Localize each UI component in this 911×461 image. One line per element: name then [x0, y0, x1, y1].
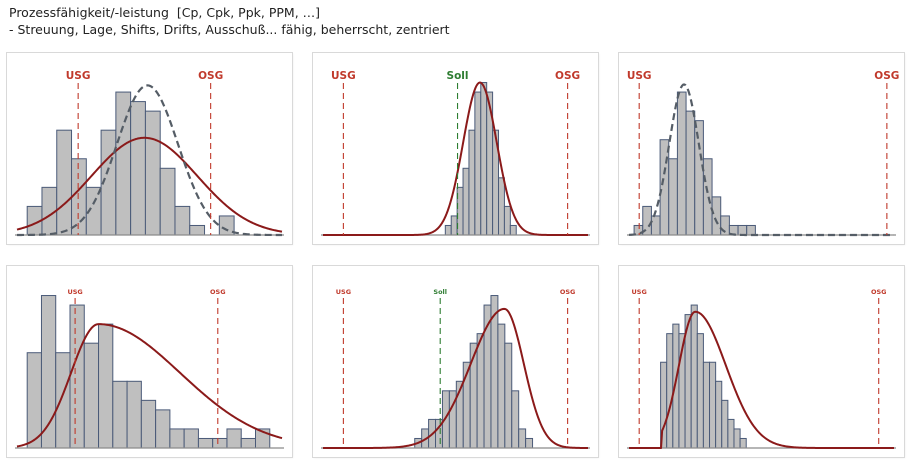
histogram-bar [668, 158, 678, 236]
histogram-chart-1: USG OSG [15, 70, 284, 237]
histogram-bar [69, 304, 85, 449]
histogram-bar [709, 361, 717, 449]
histogram-bar [676, 91, 687, 236]
histogram-bar [450, 215, 458, 236]
distribution-curve-fit [16, 136, 283, 233]
histogram-chart-5: USG OSG Soll [321, 288, 590, 449]
histogram-bar [696, 333, 704, 449]
histogram-panel-1: USG OSG [7, 53, 292, 244]
distribution-curve-fit [16, 323, 283, 448]
histogram-bar [721, 399, 729, 449]
histogram-panel-5: USG OSG Soll [313, 266, 598, 457]
histogram-bar [159, 167, 176, 236]
histogram-bar [480, 82, 488, 236]
histogram-bar [511, 390, 520, 449]
histogram-bar [140, 399, 157, 449]
histogram-bar [476, 333, 485, 449]
histogram-bar [115, 91, 132, 236]
histogram-bar [155, 409, 171, 449]
distribution-curve-fit [323, 307, 589, 449]
histogram-bar [498, 177, 505, 236]
histogram-bar [666, 333, 674, 449]
histogram-panel-2: USG OSG Soll [313, 53, 598, 244]
histogram-bar [746, 224, 756, 236]
histogram-bar [212, 437, 228, 449]
page-subtitle: - Streuung, Lage, Shifts, Drifts, Aussch… [9, 22, 450, 37]
histogram-bar [468, 129, 476, 236]
histogram-bar [690, 304, 698, 449]
osg-limit-label: OSG [560, 288, 576, 296]
histogram-bar [659, 139, 670, 236]
histogram-bar [444, 224, 452, 236]
histogram-bar [189, 224, 206, 236]
histogram-bar [685, 110, 696, 236]
soll-target-label: Soll [447, 70, 469, 82]
distribution-curve-fit [323, 81, 588, 236]
usg-limit-label: USG [331, 70, 356, 82]
histogram-bar [130, 101, 146, 236]
usg-limit-label: USG [632, 288, 647, 296]
histogram-bar [518, 428, 527, 449]
histogram-chart-4: USG OSG [15, 288, 284, 449]
osg-limit-label: OSG [874, 70, 899, 82]
histogram-bar [504, 342, 513, 449]
histogram-bar [226, 428, 242, 449]
histogram-bar [474, 91, 482, 236]
osg-limit-label: OSG [198, 70, 223, 82]
histogram-bar [98, 323, 114, 449]
osg-limit-label: OSG [210, 288, 226, 296]
histogram-bar [739, 437, 747, 449]
histogram-panel-4: USG OSG [7, 266, 292, 457]
histogram-bar [144, 110, 161, 236]
histogram-bar [174, 205, 191, 236]
histogram-panel-3: USG OSG [619, 53, 904, 244]
histogram-chart-3: USG OSG [627, 70, 899, 237]
distribution-curve-dashed [17, 84, 282, 237]
histogram-bar [694, 120, 704, 236]
histogram-bar [240, 437, 256, 449]
histogram-bar [55, 352, 71, 449]
usg-limit-label: USG [336, 288, 351, 296]
title-block: Prozessfähigkeit/-leistung [Cp, Cpk, Ppk… [9, 4, 450, 38]
histogram-bar [197, 437, 214, 449]
histogram-bar [183, 428, 199, 449]
histogram-bar [503, 205, 511, 236]
histogram-bar [733, 428, 741, 449]
histogram-bar [509, 224, 517, 236]
page-title: Prozessfähigkeit/-leistung [Cp, Cpk, Ppk… [9, 5, 321, 20]
histogram-bar [71, 158, 87, 236]
histogram-bar [169, 428, 185, 449]
histogram-bar [112, 380, 128, 449]
histogram-bar [126, 380, 142, 449]
histogram-bar [462, 167, 470, 236]
histogram-bar [56, 129, 73, 236]
histogram-chart-6: USG OSG [627, 288, 896, 449]
histogram-bar [702, 361, 711, 449]
histogram-bar [702, 158, 713, 236]
usg-limit-label: USG [67, 288, 82, 296]
histogram-bar [26, 352, 42, 449]
histogram-bar [497, 323, 506, 449]
osg-limit-label: OSG [871, 288, 887, 296]
histogram-bar [715, 380, 723, 449]
distribution-curve-fit [629, 310, 894, 449]
histogram-bar [525, 437, 534, 449]
histogram-bar [650, 215, 661, 236]
histogram-bar [727, 418, 735, 449]
histogram-panel-6: USG OSG [619, 266, 904, 457]
histogram-chart-2: USG OSG Soll [321, 70, 590, 236]
osg-limit-label: OSG [555, 70, 580, 82]
histogram-bar [711, 196, 722, 236]
usg-limit-label: USG [66, 70, 91, 82]
histogram-bar [83, 342, 100, 449]
usg-limit-label: USG [627, 70, 652, 82]
soll-target-label: Soll [433, 288, 447, 296]
histogram-bar [737, 224, 748, 236]
